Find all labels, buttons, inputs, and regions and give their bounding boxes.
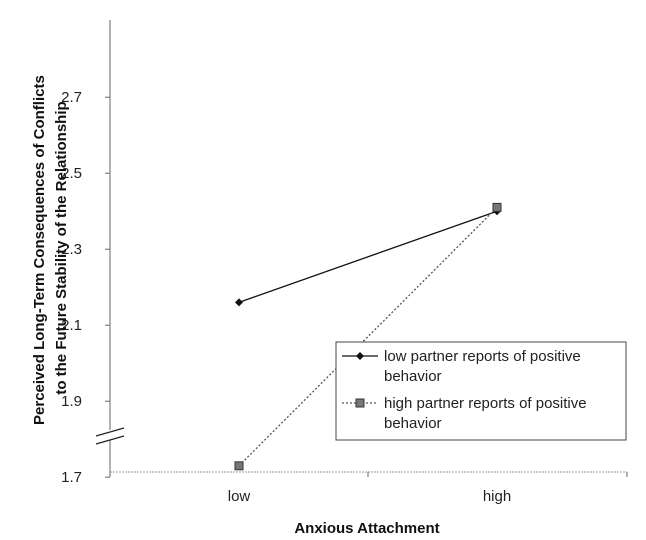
series-layer [234, 202, 502, 471]
legend-marker-series-2 [355, 398, 365, 408]
legend-label-series-1: low partner reports of positive behavior [384, 348, 585, 385]
series-2-line [238, 206, 498, 467]
legend-marker-series-1 [356, 352, 364, 360]
y-tick-label: 2.1 [61, 317, 82, 334]
legend-label-series-1-line-2: behavior [384, 368, 442, 385]
y-axis-title-line-2: to the Future Stability of the Relations… [53, 101, 70, 394]
series-2-point [234, 461, 244, 471]
y-axis-title: Perceived Long-Term Consequences of Conf… [31, 71, 70, 425]
series-2-point [492, 202, 502, 212]
series-1-point [235, 298, 243, 307]
legend-label-series-2: high partner reports of positive behavio… [384, 395, 591, 432]
y-tick-label: 2.7 [61, 89, 82, 106]
y-tick-label: 1.9 [61, 393, 82, 410]
y-axis-ticks: 2.7 2.5 2.3 2.1 1.9 1.7 [61, 89, 110, 486]
legend-label-series-2-line-2: behavior [384, 415, 442, 432]
series-1-line [238, 210, 498, 304]
legend-box [335, 341, 627, 441]
legend-label-series-2-line-1: high partner reports of positive [384, 395, 587, 412]
y-tick-label: 2.3 [61, 241, 82, 258]
x-axis-ticks: low high [109, 472, 628, 505]
x-tick-label: low [228, 488, 251, 505]
legend: low partner reports of positive behavior… [335, 341, 627, 441]
legend-label-series-1-line-1: low partner reports of positive [384, 348, 581, 365]
y-tick-label: 2.5 [61, 165, 82, 182]
x-tick-label: high [483, 488, 511, 505]
y-tick-label: 1.7 [61, 469, 82, 486]
y-axis-title-line-1: Perceived Long-Term Consequences of Conf… [31, 75, 48, 425]
x-axis-title: Anxious Attachment [294, 520, 439, 537]
axis-break-mark [95, 427, 125, 437]
axis-break-mark [95, 435, 125, 445]
